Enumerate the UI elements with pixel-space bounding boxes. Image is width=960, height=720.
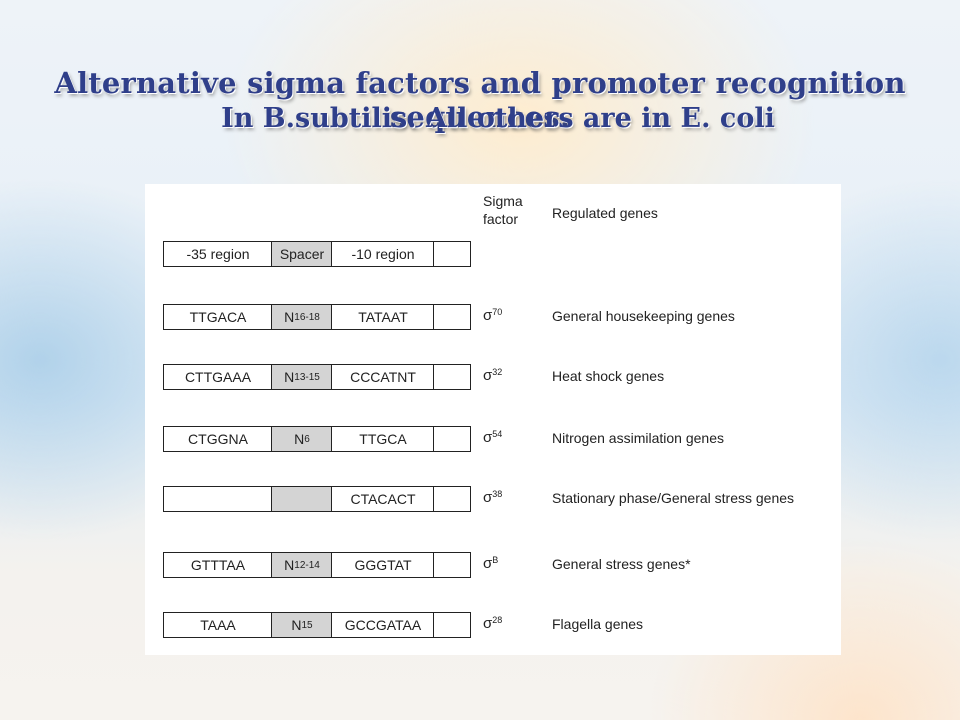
spacer-length: N 12-14 xyxy=(271,552,333,578)
sigma-factor-table: Sigma factor Regulated genes -35 region … xyxy=(145,184,841,655)
minus35-sequence: TTGACA xyxy=(163,304,273,330)
slide-title-line-1: Alternative sigma factors and promoter r… xyxy=(54,66,906,134)
regulated-genes: General housekeeping genes xyxy=(552,308,735,324)
blank-cell xyxy=(433,612,471,638)
table-row: TTGACA N 16-18 TATAAT xyxy=(163,304,471,330)
sigma-factor: σB xyxy=(483,555,498,572)
minus35-sequence: CTGGNA xyxy=(163,426,273,452)
spacer-length: N 13-15 xyxy=(271,364,333,390)
sigma-superscript: 38 xyxy=(492,489,503,499)
table-row: CTTGAAA N 13-15 CCCATNT xyxy=(163,364,471,390)
sigma-factor: σ54 xyxy=(483,429,502,446)
sigma-factor: σ28 xyxy=(483,615,502,632)
regulated-genes: General stress genes* xyxy=(552,556,691,572)
minus10-sequence: GCCGATAA xyxy=(331,612,435,638)
sigma-symbol: σ xyxy=(483,307,493,324)
sigma-superscript: 54 xyxy=(492,429,503,439)
sigma-factor: σ38 xyxy=(483,489,502,506)
regulated-genes: Nitrogen assimilation genes xyxy=(552,430,724,446)
sigma-symbol: σ xyxy=(483,367,493,384)
minus10-sequence: TATAAT xyxy=(331,304,435,330)
blank-cell xyxy=(433,486,471,512)
regulated-genes: Stationary phase/General stress genes xyxy=(552,490,795,506)
sigma-symbol: σ xyxy=(483,489,493,506)
sigma-symbol: σ xyxy=(483,555,493,572)
minus35-sequence: CTTGAAA xyxy=(163,364,273,390)
blank-cell xyxy=(433,426,471,452)
minus10-header: -10 region xyxy=(331,241,435,267)
table-row: GTTTAA N 12-14 GGGTAT xyxy=(163,552,471,578)
blank-cell xyxy=(433,241,471,267)
regulated-genes-header: Regulated genes xyxy=(552,205,658,221)
minus10-sequence: GGGTAT xyxy=(331,552,435,578)
spacer-subscript: 13-15 xyxy=(294,371,320,383)
sigma-factor: σ32 xyxy=(483,367,502,384)
sigma-symbol: σ xyxy=(483,429,493,446)
spacer-subscript: 6 xyxy=(304,433,310,445)
minus35-sequence: TAAA xyxy=(163,612,273,638)
spacer-subscript: 16-18 xyxy=(294,311,320,323)
spacer-header: Spacer xyxy=(271,241,333,267)
sigma-superscript: 28 xyxy=(492,615,503,625)
blank-cell xyxy=(433,364,471,390)
sigma-header-line-1: Sigma xyxy=(483,193,523,209)
spacer-length: N 15 xyxy=(271,612,333,638)
spacer-n: N xyxy=(294,431,305,447)
spacer-length: N 16-18 xyxy=(271,304,333,330)
header-row: -35 region Spacer -10 region xyxy=(163,241,471,267)
regulated-genes: Heat shock genes xyxy=(552,368,665,384)
blank-cell xyxy=(433,304,471,330)
sigma-superscript: 70 xyxy=(492,307,503,317)
spacer-length xyxy=(271,486,333,512)
blank-cell xyxy=(433,552,471,578)
spacer-n: N xyxy=(284,309,295,325)
spacer-subscript: 12-14 xyxy=(294,559,320,571)
sigma-superscript: 32 xyxy=(492,367,503,377)
sigma-symbol: σ xyxy=(483,615,493,632)
minus35-sequence: GTTTAA xyxy=(163,552,273,578)
spacer-n: N xyxy=(284,369,295,385)
minus35-header: -35 region xyxy=(163,241,273,267)
minus10-sequence: CCCATNT xyxy=(331,364,435,390)
sigma-factor-header: Sigma factor xyxy=(483,192,523,228)
sigma-factor: σ70 xyxy=(483,307,502,324)
table-row: CTACACT xyxy=(163,486,471,512)
sigma-superscript: B xyxy=(492,555,499,565)
sigma-header-line-2: factor xyxy=(483,211,519,227)
spacer-subscript: 15 xyxy=(301,619,313,631)
regulated-genes: Flagella genes xyxy=(552,616,644,632)
table-row: TAAA N 15 GCCGATAA xyxy=(163,612,471,638)
slide-title-line-2: In B.subtilis. All others are in E. coli xyxy=(221,103,775,134)
table-row: CTGGNA N 6 TTGCA xyxy=(163,426,471,452)
minus10-sequence: TTGCA xyxy=(331,426,435,452)
spacer-n: N xyxy=(291,617,302,633)
minus10-sequence: CTACACT xyxy=(331,486,435,512)
minus35-sequence xyxy=(163,486,273,512)
spacer-n: N xyxy=(284,557,295,573)
